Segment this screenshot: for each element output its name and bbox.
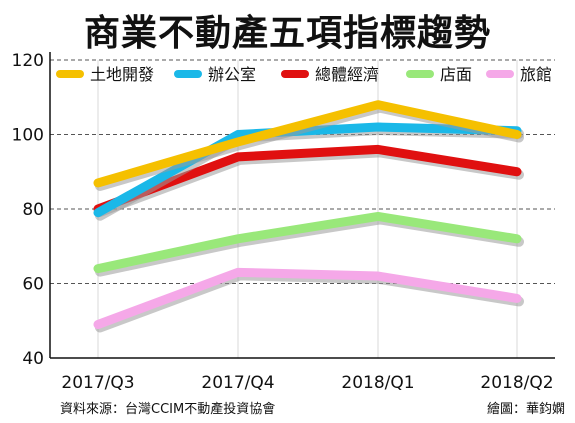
y-tick-label: 120 xyxy=(12,51,44,71)
legend-label: 土地開發 xyxy=(90,65,154,84)
y-tick-label: 80 xyxy=(22,200,44,220)
y-tick-label: 100 xyxy=(12,126,44,146)
series-line xyxy=(93,267,522,329)
legend-label: 總體經濟 xyxy=(315,65,379,84)
y-tick-label: 40 xyxy=(22,349,44,369)
legend-label: 店面 xyxy=(440,65,472,84)
legend-label: 辦公室 xyxy=(208,65,256,84)
credit-note: 繪圖：華鈞嫻 xyxy=(486,402,565,417)
series-layer xyxy=(93,100,524,333)
axis-layer: 40 60 80 100 120 2017/Q3 2017/Q4 2018/Q1 2018/Q2 xyxy=(12,51,555,393)
series-line xyxy=(93,211,522,274)
chart-title: 商業不動產五項指標趨勢 xyxy=(83,13,491,54)
x-tick-label: 2018/Q2 xyxy=(480,373,553,393)
legend-label: 旅館 xyxy=(520,65,552,84)
y-tick-label: 60 xyxy=(22,275,44,295)
legend: 土地開發 辦公室 總體經濟 店面 旅館 xyxy=(56,65,552,84)
x-tick-label: 2018/Q1 xyxy=(341,373,414,393)
x-tick-label: 2017/Q4 xyxy=(201,373,274,393)
x-tick-label: 2017/Q3 xyxy=(61,373,134,393)
series-line xyxy=(93,100,522,188)
source-note: 資料來源：台灣CCIM不動產投資協會 xyxy=(60,402,276,417)
